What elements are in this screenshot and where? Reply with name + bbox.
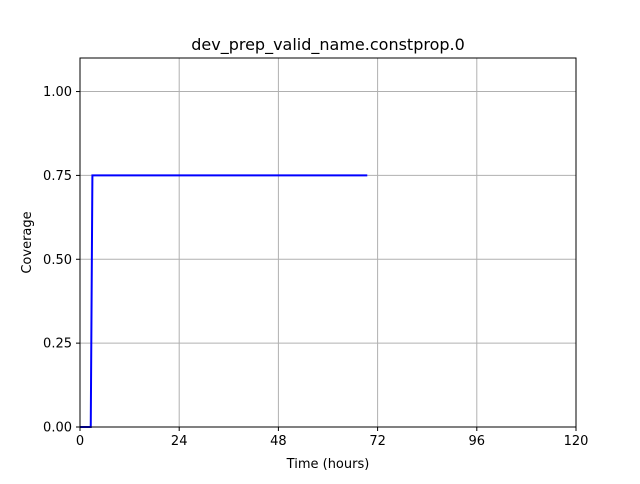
- y-tick-label: 0.00: [43, 421, 72, 436]
- chart-title: dev_prep_valid_name.constprop.0: [191, 35, 465, 55]
- x-tick-label: 120: [564, 434, 589, 449]
- x-tick-label: 0: [76, 434, 84, 449]
- y-axis-label: Coverage: [20, 211, 35, 273]
- y-tick-label: 0.50: [43, 253, 72, 268]
- x-tick-label: 96: [469, 434, 486, 449]
- x-axis-label: Time (hours): [286, 457, 370, 472]
- plot-frame: [79, 57, 577, 428]
- x-tick-label: 24: [171, 434, 188, 449]
- x-tick-label: 48: [270, 434, 287, 449]
- y-tick-label: 0.25: [43, 337, 72, 352]
- ticks: 0 24 48 72 96 120 0.00 0.25 0.50 0.75 1.00: [43, 85, 588, 449]
- y-tick-label: 0.75: [43, 169, 72, 184]
- y-tick-label: 1.00: [43, 85, 72, 100]
- x-tick-label: 72: [369, 434, 386, 449]
